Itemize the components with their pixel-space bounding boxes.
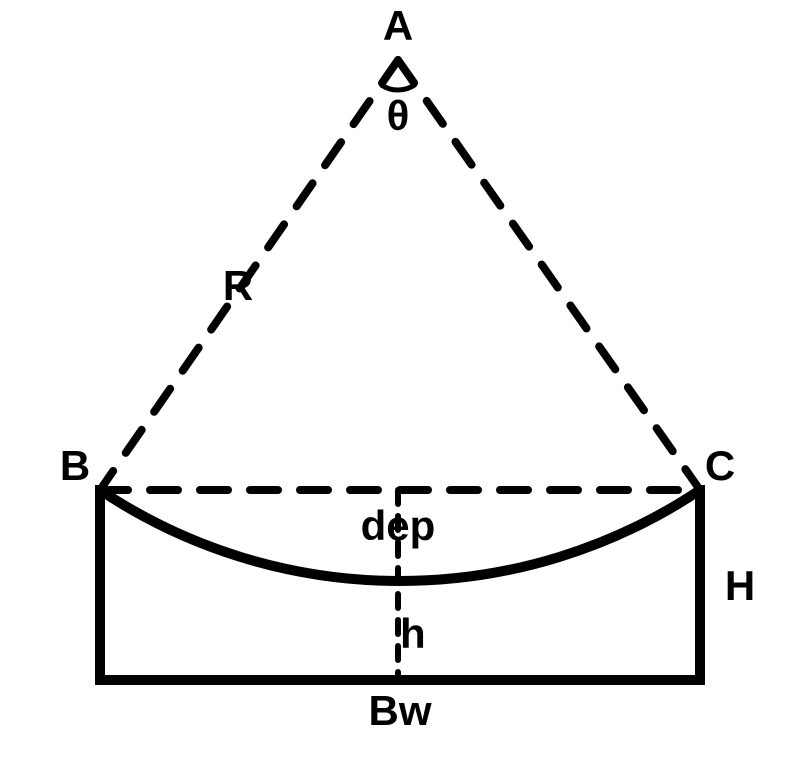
label-dep: dep [361,502,436,549]
label-h: h [400,610,426,657]
label-theta: θ [387,92,410,139]
line-AC [398,60,700,490]
label-R: R [223,262,253,309]
label-A: A [383,2,413,49]
angle-theta-marker [381,85,415,90]
label-C: C [705,442,735,489]
geometry-diagram: Aθ R B Cdep h H Bw [0,0,797,783]
label-Bw: Bw [369,687,432,734]
label-H: H [725,562,755,609]
label-B: B [60,442,90,489]
